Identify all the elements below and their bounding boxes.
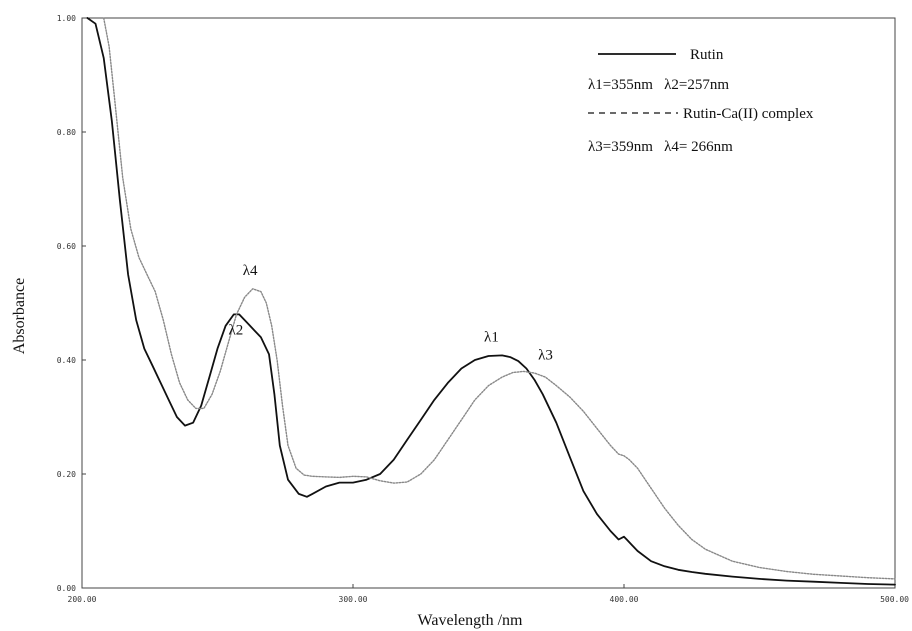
series-layer (86, 17, 896, 586)
y-tick-label: 1.00 (57, 14, 76, 23)
y-axis-ticks: 0.00 0.20 0.40 0.60 0.80 1.00 (57, 14, 86, 593)
x-axis-ticks: 200.00 300.00 400.00 500.00 (68, 584, 909, 604)
y-tick-label: 0.60 (57, 242, 76, 251)
peak-label: λ4 (243, 263, 258, 279)
legend-detail-rutin: λ1=355nm λ2=257nm (588, 77, 729, 93)
peak-annotations: λ1 λ2 λ3 λ4 (228, 263, 552, 364)
x-axis-title: Wavelength /nm (418, 612, 523, 629)
series-line-rutin-ca-complex (103, 17, 896, 580)
y-tick-label: 0.00 (57, 584, 76, 593)
peak-label: λ1 (484, 329, 499, 345)
legend-label-rutin: Rutin (690, 47, 724, 63)
y-axis-title: Absorbance (11, 278, 28, 354)
legend-detail-rutin-ca: λ3=359nm λ4= 266nm (588, 139, 733, 155)
x-tick-label: 500.00 (880, 595, 909, 604)
y-tick-label: 0.40 (57, 356, 76, 365)
series-line-rutin (86, 17, 896, 586)
legend: Rutin λ1=355nm λ2=257nm Rutin-Ca(II) com… (588, 47, 814, 155)
peak-label: λ2 (228, 322, 243, 338)
x-tick-label: 400.00 (610, 595, 639, 604)
y-tick-label: 0.20 (57, 470, 76, 479)
plot-frame (81, 17, 896, 589)
x-tick-label: 300.00 (339, 595, 368, 604)
x-tick-label: 200.00 (68, 595, 97, 604)
y-tick-label: 0.80 (57, 128, 76, 137)
peak-label: λ3 (538, 347, 553, 363)
legend-label-rutin-ca: Rutin-Ca(II) complex (683, 106, 814, 122)
